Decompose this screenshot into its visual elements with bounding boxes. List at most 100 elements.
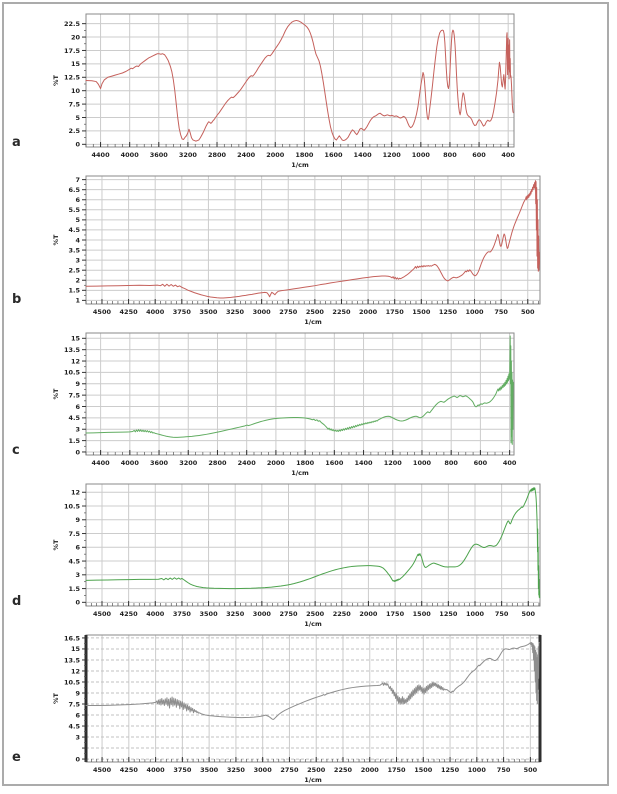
panel-label-a: a bbox=[12, 135, 21, 150]
panel-label-e: e bbox=[12, 750, 21, 765]
x-tick-label: 2500 bbox=[306, 610, 325, 618]
x-tick-label: 2750 bbox=[279, 610, 298, 618]
x-tick-label: 1500 bbox=[413, 610, 432, 618]
x-tick-label: 2000 bbox=[361, 766, 380, 774]
y-tick-label: 1.5 bbox=[68, 437, 80, 445]
x-tick-label: 2800 bbox=[208, 459, 227, 467]
x-tick-label: 4000 bbox=[121, 459, 140, 467]
y-tick-label: 10.5 bbox=[64, 678, 81, 686]
x-tick-label: 1250 bbox=[439, 610, 458, 618]
spectrum-line-c bbox=[85, 335, 514, 445]
x-tick-label: 3500 bbox=[200, 610, 219, 618]
y-tick-label: 12.5 bbox=[64, 74, 81, 82]
x-tick-label: 2800 bbox=[208, 151, 227, 159]
y-tick-label: 7 bbox=[75, 176, 80, 184]
x-tick-label: 500 bbox=[524, 766, 538, 774]
y-tick-label: 20 bbox=[71, 33, 81, 41]
x-tick-label: 4250 bbox=[120, 610, 139, 618]
x-tick-label: 3750 bbox=[173, 610, 192, 618]
y-tick-label: 0 bbox=[75, 141, 80, 149]
panel-label-b: b bbox=[12, 292, 22, 307]
spectrum-panel-e: e 4500 4250 4000 3750 3500 3250 3000 2750 2500 225… bbox=[4, 629, 607, 784]
x-tick-label: 1600 bbox=[324, 151, 343, 159]
x-tick-label: 750 bbox=[494, 308, 508, 316]
x-tick-label: 3600 bbox=[150, 151, 169, 159]
x-tick-label: 2750 bbox=[280, 766, 299, 774]
y-tick-label: 2.5 bbox=[68, 127, 80, 135]
spectrum-line-e bbox=[85, 641, 540, 720]
x-tick-label: 1000 bbox=[413, 459, 432, 467]
x-tick-label: 500 bbox=[521, 610, 535, 618]
x-tick-label: 2400 bbox=[237, 151, 256, 159]
x-tick-label: 1600 bbox=[325, 459, 344, 467]
x-tick-label: 3750 bbox=[173, 766, 192, 774]
y-tick-label: 9 bbox=[75, 380, 80, 388]
y-tick-label: 4.5 bbox=[68, 226, 80, 234]
y-tick-label: 3 bbox=[75, 256, 80, 264]
x-tick-label: 3000 bbox=[253, 610, 272, 618]
x-tick-label: 4250 bbox=[120, 308, 139, 316]
x-tick-label: 2500 bbox=[307, 766, 326, 774]
y-tick-label: 1.5 bbox=[68, 287, 80, 295]
x-tick-label: 4400 bbox=[92, 459, 111, 467]
y-tick-label: 0 bbox=[75, 755, 80, 763]
y-tick-label: 4.5 bbox=[68, 414, 80, 422]
y-tick-label: 3 bbox=[75, 571, 80, 579]
y-tick-label: 12 bbox=[71, 489, 80, 497]
x-tick-label: 1000 bbox=[468, 766, 487, 774]
y-tick-label: 13.5 bbox=[64, 656, 81, 664]
x-tick-label: 2250 bbox=[332, 308, 351, 316]
y-tick-label: 6 bbox=[75, 196, 80, 204]
x-tick-label: 3500 bbox=[200, 766, 219, 774]
y-tick-label: 3 bbox=[75, 426, 80, 434]
y-tick-label: 10.5 bbox=[64, 369, 81, 377]
y-tick-label: 6 bbox=[75, 711, 80, 719]
y-tick-label: 17.5 bbox=[64, 47, 81, 55]
y-tick-label: 7.5 bbox=[68, 100, 80, 108]
y-tick-label: 16.5 bbox=[64, 634, 81, 642]
y-tick-label: 9 bbox=[75, 516, 80, 524]
y-tick-label: 12 bbox=[71, 667, 80, 675]
panel-label-d: d bbox=[12, 594, 22, 609]
x-tick-label: 1200 bbox=[383, 151, 402, 159]
x-axis-label: 1/cm bbox=[304, 776, 322, 784]
y-tick-label: 5 bbox=[75, 114, 80, 122]
x-tick-label: 2250 bbox=[333, 610, 352, 618]
x-tick-label: 500 bbox=[521, 308, 535, 316]
x-tick-label: 4000 bbox=[146, 610, 165, 618]
y-axis-label: %T bbox=[52, 388, 60, 400]
spectrum-panel-d: d 4500 4250 4000 3750 3500 3250 3000 2750 2500 225… bbox=[4, 478, 607, 629]
x-tick-label: 600 bbox=[474, 459, 488, 467]
x-tick-label: 3750 bbox=[173, 308, 192, 316]
y-tick-label: 3.5 bbox=[68, 246, 80, 254]
x-tick-label: 1400 bbox=[354, 151, 373, 159]
x-tick-label: 1750 bbox=[387, 766, 406, 774]
y-tick-label: 6 bbox=[75, 544, 80, 552]
x-tick-label: 3000 bbox=[253, 308, 272, 316]
x-tick-label: 800 bbox=[444, 459, 458, 467]
x-tick-label: 2000 bbox=[267, 459, 286, 467]
x-tick-label: 4500 bbox=[93, 610, 112, 618]
x-axis-label: 1/cm bbox=[304, 318, 322, 326]
x-tick-label: 1500 bbox=[412, 308, 431, 316]
x-tick-label: 3250 bbox=[226, 610, 245, 618]
y-tick-label: 0 bbox=[75, 599, 80, 607]
x-tick-label: 750 bbox=[495, 610, 509, 618]
y-tick-label: 15 bbox=[71, 335, 81, 343]
x-tick-label: 1000 bbox=[466, 610, 485, 618]
x-tick-label: 3200 bbox=[179, 151, 198, 159]
x-tick-label: 2250 bbox=[334, 766, 353, 774]
x-tick-label: 1750 bbox=[386, 308, 405, 316]
spectrum-chart-d: 4500 4250 4000 3750 3500 3250 3000 2750 2500 2250… bbox=[52, 483, 541, 628]
y-tick-label: 15 bbox=[71, 60, 81, 68]
spectrum-panel-b: b 4500 4250 4000 3750 3500 3250 3000 2750 2500 225… bbox=[4, 170, 607, 327]
x-axis-label: 1/cm bbox=[291, 469, 309, 477]
x-tick-label: 2500 bbox=[306, 308, 325, 316]
x-tick-label: 3200 bbox=[179, 459, 198, 467]
y-tick-label: 2 bbox=[75, 277, 80, 285]
x-tick-label: 1000 bbox=[465, 308, 484, 316]
y-tick-label: 12 bbox=[71, 357, 80, 365]
x-axis-label: 1/cm bbox=[304, 620, 322, 628]
y-tick-label: 0 bbox=[75, 448, 80, 456]
x-tick-label: 1200 bbox=[384, 459, 403, 467]
